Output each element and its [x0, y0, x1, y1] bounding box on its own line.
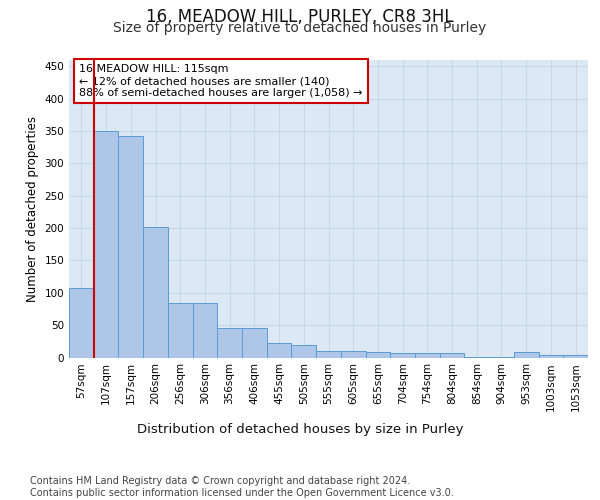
Bar	[193, 303, 217, 358]
Text: Distribution of detached houses by size in Purley: Distribution of detached houses by size …	[137, 422, 463, 436]
Bar	[168, 303, 193, 358]
Bar	[365, 352, 390, 358]
Bar	[267, 344, 292, 357]
Bar	[415, 353, 440, 358]
Bar	[217, 328, 242, 358]
Y-axis label: Number of detached properties: Number of detached properties	[26, 116, 39, 302]
Bar	[440, 353, 464, 358]
Bar	[94, 131, 118, 358]
Bar	[539, 355, 563, 358]
Bar	[341, 351, 365, 358]
Bar	[69, 288, 94, 358]
Bar	[563, 355, 588, 358]
Bar	[514, 352, 539, 358]
Text: Contains HM Land Registry data © Crown copyright and database right 2024.
Contai: Contains HM Land Registry data © Crown c…	[30, 476, 454, 498]
Bar	[118, 136, 143, 358]
Text: Size of property relative to detached houses in Purley: Size of property relative to detached ho…	[113, 21, 487, 35]
Bar	[464, 357, 489, 358]
Text: 16, MEADOW HILL, PURLEY, CR8 3HL: 16, MEADOW HILL, PURLEY, CR8 3HL	[146, 8, 454, 26]
Bar	[390, 353, 415, 358]
Bar	[292, 344, 316, 358]
Bar	[316, 351, 341, 358]
Bar	[143, 227, 168, 358]
Text: 16 MEADOW HILL: 115sqm
← 12% of detached houses are smaller (140)
88% of semi-de: 16 MEADOW HILL: 115sqm ← 12% of detached…	[79, 64, 363, 98]
Bar	[242, 328, 267, 358]
Bar	[489, 357, 514, 358]
